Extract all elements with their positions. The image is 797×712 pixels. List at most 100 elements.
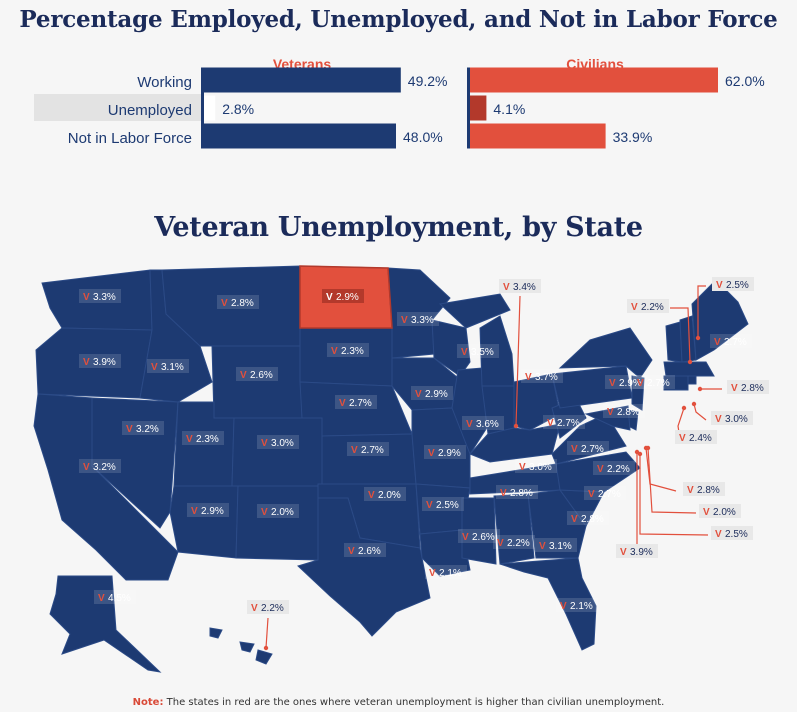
state-label-up: V 3.4% (499, 279, 541, 293)
state-ri (687, 375, 697, 385)
v-marker: V (331, 346, 338, 357)
state-label-ri: V 3.0% (711, 411, 753, 425)
v-marker: V (503, 282, 510, 293)
state-value: 2.3% (196, 434, 219, 445)
v-marker: V (500, 488, 507, 499)
v-marker: V (631, 302, 638, 313)
v-marker: V (368, 490, 375, 501)
state-label-ak: V 4.5% (94, 590, 136, 604)
state-label-or: V 3.9% (79, 354, 121, 368)
v-marker: V (151, 362, 158, 373)
us-state-map: V 3.3%V 3.9%V 3.2%V 3.2%V 3.1%V 2.8%V 2.6%V 2.3%… (33, 265, 769, 673)
state-value: 2.6% (358, 546, 381, 557)
v-marker: V (714, 337, 721, 348)
state-value: 2.0% (271, 507, 294, 518)
v-marker: V (466, 419, 473, 430)
state-mi (479, 315, 515, 387)
state-value: 3.6% (476, 419, 499, 430)
state-value: 2.7% (361, 445, 384, 456)
leader-md (639, 454, 709, 536)
label-box (710, 334, 752, 348)
label-box (584, 486, 626, 500)
state-label-tx: V 2.6% (344, 543, 386, 557)
label-box (603, 404, 645, 418)
label-box (616, 544, 658, 558)
state-value: 2.1% (570, 601, 593, 612)
state-label-nh: V 2.5% (712, 277, 754, 291)
label-box (712, 277, 754, 291)
v-marker: V (609, 378, 616, 389)
state-label-az: V 2.9% (187, 503, 229, 517)
data-label: 2.8% (222, 101, 254, 117)
label-box (79, 459, 121, 473)
state-label-tn: V 2.8% (496, 485, 538, 499)
label-box (147, 359, 189, 373)
state-label-ar: V 2.5% (422, 497, 464, 511)
state-value: 2.9% (438, 448, 461, 459)
label-box (79, 354, 121, 368)
label-box (633, 375, 675, 389)
state-label-wy: V 2.6% (236, 367, 278, 381)
state-label-mt: V 2.8% (217, 295, 259, 309)
state-value: 3.0% (529, 462, 552, 473)
label-box (627, 299, 669, 313)
state-label-ky: V 3.0% (515, 459, 557, 473)
v-marker: V (221, 298, 228, 309)
state-value: 2.1% (439, 568, 462, 579)
state-value: 3.0% (271, 438, 294, 449)
state-label-mn: V 3.3% (397, 312, 439, 326)
label-box (217, 295, 259, 309)
v-marker: V (428, 448, 435, 459)
state-label-ut: V 2.3% (182, 431, 224, 445)
leader-dot (513, 423, 519, 429)
state-hi (209, 627, 273, 665)
state-value: 3.0% (725, 414, 748, 425)
v-marker: V (426, 500, 433, 511)
v-marker: V (461, 347, 468, 358)
v-marker: V (261, 507, 268, 518)
state-label-ny: V 2.7% (633, 375, 675, 389)
v-marker: V (186, 434, 193, 445)
label-box (496, 485, 538, 499)
label-box (683, 482, 725, 496)
state-label-la: V 2.1% (425, 565, 467, 579)
state-md (584, 405, 631, 431)
v-marker: V (571, 444, 578, 455)
label-box (344, 543, 386, 557)
state-nj (631, 375, 645, 411)
state-label-fl: V 2.1% (556, 598, 598, 612)
label-box (605, 375, 647, 389)
state-vt (665, 321, 683, 363)
state-value: 2.7% (557, 418, 580, 429)
v-marker: V (519, 462, 526, 473)
state-label-id: V 3.1% (147, 359, 189, 373)
v-marker: V (326, 292, 333, 303)
v-marker: V (98, 593, 105, 604)
state-label-sd: V 2.3% (327, 343, 369, 357)
v-marker: V (497, 538, 504, 549)
leader-ri (693, 403, 707, 421)
v-marker: V (703, 507, 710, 518)
data-label: 62.0% (725, 73, 765, 89)
state-va (551, 413, 627, 465)
state-value: 3.4% (513, 282, 536, 293)
state-value: 3.7% (535, 372, 558, 383)
label-box (94, 590, 136, 604)
state-label-in: V 2.7% (543, 415, 585, 429)
state-value: 3.3% (411, 315, 434, 326)
state-value: 2.8% (697, 485, 720, 496)
state-la (419, 529, 471, 577)
state-label-wa: V 3.3% (79, 289, 121, 303)
v-marker: V (607, 407, 614, 418)
state-label-nc: V 2.7% (584, 486, 626, 500)
label-box (462, 416, 504, 430)
v-marker: V (679, 433, 686, 444)
v-marker: V (348, 546, 355, 557)
state-up (438, 293, 511, 329)
state-value: 3.9% (93, 357, 116, 368)
state-value: 2.9% (201, 506, 224, 517)
state-label-wi: V 3.5% (457, 344, 499, 358)
leader-dot (681, 405, 687, 411)
state-label-dc: V 3.9% (616, 544, 658, 558)
